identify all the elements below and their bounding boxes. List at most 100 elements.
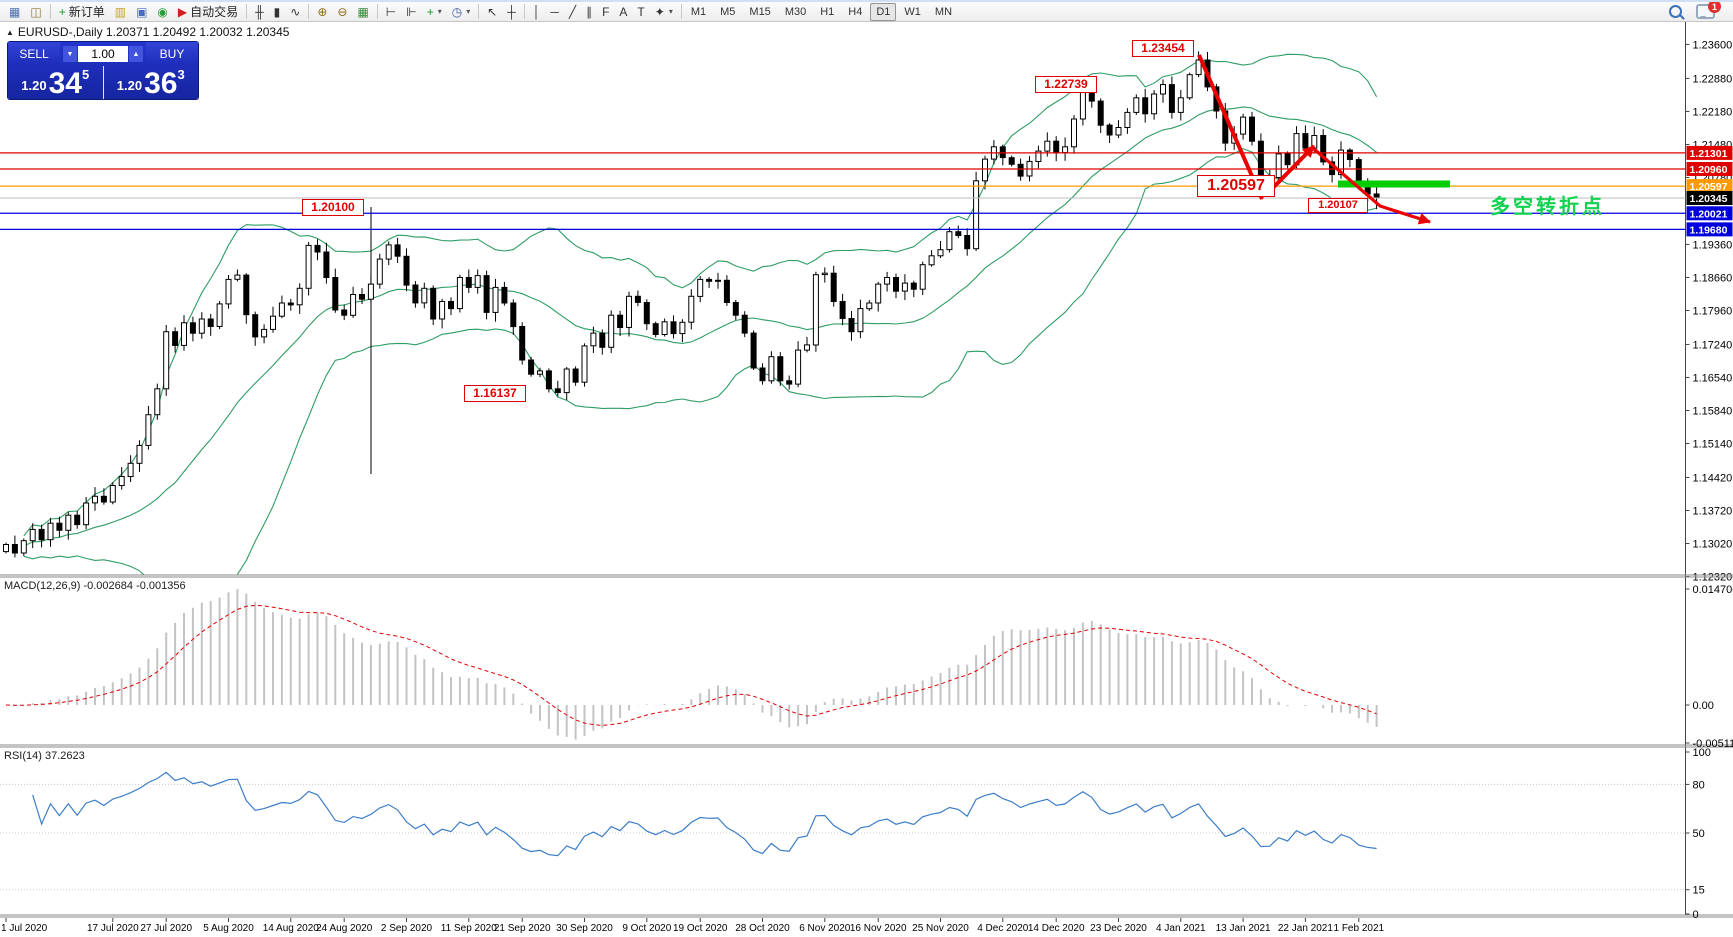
label-icon[interactable]: T [632,2,649,22]
timeframe-d1[interactable]: D1 [870,2,897,21]
timeframe-m15[interactable]: M15 [749,5,771,18]
svg-text:30 Sep 2020: 30 Sep 2020 [556,923,613,934]
timeframe-m1[interactable]: M1 [690,5,707,18]
new-order-button[interactable]: + 新订单 [54,2,110,22]
terminal-icon[interactable]: ◉ [152,2,172,22]
svg-text:15: 15 [1693,885,1705,897]
svg-text:1.22180: 1.22180 [1693,106,1733,118]
volume-down-button[interactable]: ▼ [63,46,77,62]
svg-text:2 Sep 2020: 2 Sep 2020 [381,923,433,934]
cascade-icon[interactable]: ⊩ [401,2,421,22]
auto-arrange-icon[interactable]: ⊢ [381,2,401,22]
main-toolbar: ▦ ◫ + 新订单 ▥ ▣ ◉ ▶ 自动交易 ╫ ▮ ∿ ⊕ ⊖ ▦ ⊢ ⊩ + ▾ ◷ ▾ ↖ ┼ │ ─ ╱ ∥ F A T ✦ ▾ M1… [0,0,1733,22]
timeframe-m30[interactable]: M30 [784,5,807,18]
market-watch-icon[interactable]: ▥ [110,2,131,22]
svg-text:5 Aug 2020: 5 Aug 2020 [203,923,254,934]
svg-text:1.17240: 1.17240 [1693,339,1733,351]
timeframe-h1[interactable]: H1 [820,5,835,18]
sell-button[interactable]: SELL [8,42,60,66]
buy-price[interactable]: 1.20 36 3 [104,66,199,99]
svg-text:1.20345: 1.20345 [1690,193,1728,205]
label-icon: T [637,4,645,19]
shapes-icon: ✦ [654,4,665,19]
horizontal-line-icon[interactable]: ─ [545,2,564,22]
svg-text:80: 80 [1693,779,1705,791]
horizontal-levels: 1.213011.209601.205971.203451.200211.196… [0,145,1733,237]
volume-up-button[interactable]: ▲ [129,46,143,62]
timeframe-w1[interactable]: W1 [904,5,921,18]
price-annotation-box[interactable]: 1.20107 [1308,198,1368,213]
timeframe-m5[interactable]: M5 [720,5,736,18]
dropdown-caret-icon: ▾ [466,7,471,16]
svg-text:4 Dec 2020: 4 Dec 2020 [977,923,1029,934]
text-icon[interactable]: A [614,2,632,22]
trend-arrow[interactable] [1312,147,1431,225]
chart-note-text[interactable]: 多空转折点 [1490,196,1605,218]
buy-price-big: 36 [144,67,178,100]
collapse-arrow-icon[interactable]: ▲ [6,28,14,37]
market-watch-icon: ▥ [114,4,127,19]
chat-icon[interactable]: 1 [1696,0,1721,19]
equidistant-channel-icon[interactable]: ∥ [581,2,597,22]
svg-text:6 Nov 2020: 6 Nov 2020 [799,923,851,934]
fibonacci-icon[interactable]: F [597,2,614,22]
zoom-in-icon[interactable]: ⊕ [312,2,332,22]
zoom-out-icon[interactable]: ⊖ [332,2,352,22]
svg-text:19 Oct 2020: 19 Oct 2020 [673,923,728,934]
price-annotation-box[interactable]: 1.20100 [302,199,364,216]
candlestick-chart-icon: ▮ [273,4,281,19]
new-chart-icon[interactable]: ▦ [4,2,25,22]
price-annotation-box[interactable]: 1.23454 [1132,40,1194,57]
zoom-out-icon: ⊖ [337,4,348,19]
svg-text:1.23600: 1.23600 [1693,39,1733,51]
autotrading-button-label: 自动交易 [190,5,239,19]
support-highlight-bar[interactable] [1338,180,1450,188]
timeframe-mn[interactable]: MN [934,5,953,18]
line-chart-icon[interactable]: ∿ [285,2,305,22]
profiles-icon: ◫ [30,4,42,19]
vertical-line-icon[interactable]: │ [528,2,546,22]
bar-chart-icon[interactable]: ╫ [250,2,269,22]
buy-button[interactable]: BUY [146,42,198,66]
buy-price-prefix: 1.20 [116,78,143,93]
candles-layer [3,51,1380,558]
autotrading-button[interactable]: ▶ 自动交易 [173,2,243,22]
svg-text:1.19360: 1.19360 [1693,239,1733,251]
sell-price[interactable]: 1.20 34 5 [8,66,104,99]
sell-price-prefix: 1.20 [21,78,47,93]
svg-text:13 Jan 2021: 13 Jan 2021 [1216,923,1271,934]
svg-text:14 Dec 2020: 14 Dec 2020 [1028,923,1085,934]
price-tag [1686,206,1733,221]
crosshair-icon[interactable]: ┼ [502,2,521,22]
cursor-icon: ↖ [487,4,498,19]
navigator-icon[interactable]: ▣ [131,2,152,22]
shapes-icon[interactable]: ✦ ▾ [650,2,678,22]
volume-input[interactable]: 1.00 [78,46,128,62]
svg-text:-0.005113: -0.005113 [1693,738,1733,750]
svg-text:1.22880: 1.22880 [1693,73,1733,85]
trendline-icon[interactable]: ╱ [564,2,581,22]
tile-windows-icon[interactable]: ▦ [352,2,373,22]
toolbar-separator [523,4,525,19]
profiles-icon[interactable]: ◫ [25,2,46,22]
autotrading-button: ▶ [177,4,188,19]
candlestick-chart-icon[interactable]: ▮ [269,2,286,22]
indicators-icon[interactable]: + ▾ [422,2,447,22]
toolbar-separator [246,4,248,19]
period-icon[interactable]: ◷ ▾ [447,2,476,22]
svg-text:100: 100 [1693,747,1711,759]
search-icon[interactable] [1669,5,1682,18]
buy-price-pip: 3 [177,67,185,82]
timeframe-h4[interactable]: H4 [848,5,863,18]
symbol-info: ▲ EURUSD-,Daily 1.20371 1.20492 1.20032 1… [6,25,289,39]
crosshair-icon: ┼ [507,4,516,19]
svg-text:21 Sep 2020: 21 Sep 2020 [494,923,551,934]
cursor-icon[interactable]: ↖ [482,2,502,22]
price-annotation-box[interactable]: 1.20597 [1197,175,1275,197]
price-annotation-box[interactable]: 1.22739 [1035,76,1097,93]
svg-text:1.13020: 1.13020 [1693,539,1733,551]
price-annotation-box[interactable]: 1.16137 [464,385,526,402]
svg-text:9 Oct 2020: 9 Oct 2020 [622,923,671,934]
